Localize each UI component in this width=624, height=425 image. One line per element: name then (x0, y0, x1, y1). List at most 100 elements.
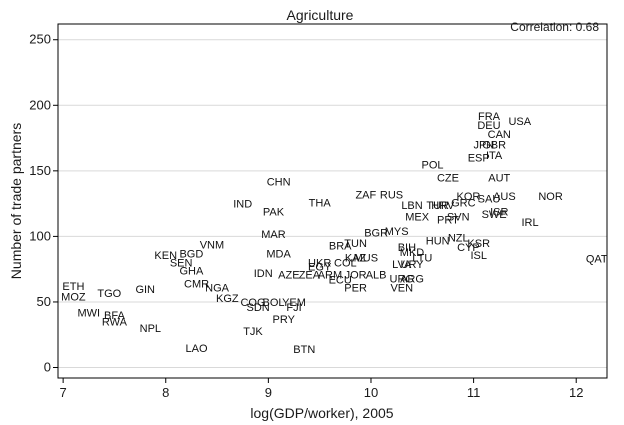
data-point-label: PRT (437, 214, 459, 226)
gridlines (58, 39, 607, 369)
data-point-label: IDN (254, 268, 273, 280)
data-point-label: KSR (467, 238, 490, 250)
data-point-label: GIN (135, 284, 155, 296)
data-point-label: EGY (308, 262, 332, 274)
chart-title: Agriculture (287, 7, 354, 23)
data-point-label: IRL (521, 217, 538, 229)
data-point-label: LVA (392, 259, 412, 271)
data-point-label: MYS (385, 226, 409, 238)
data-point-label: LTU (412, 252, 432, 264)
data-point-label: TUN (344, 238, 367, 250)
data-point-label: GHA (179, 265, 204, 277)
data-point-label: RWA (102, 317, 128, 329)
data-point-label: QAT (586, 254, 608, 266)
data-point-label: KAZ (345, 252, 367, 264)
x-tick-label: 12 (569, 385, 583, 400)
data-point-label: SWE (482, 209, 507, 221)
y-tick-label: 0 (44, 360, 51, 375)
data-point-label: SVN (447, 212, 470, 224)
data-point-label: URG (390, 273, 414, 285)
data-point-label: ZEA (299, 269, 321, 281)
data-point-label: BFA (104, 310, 125, 322)
data-point-label: NPL (140, 323, 161, 335)
data-point-label: ALB (366, 269, 387, 281)
data-point-label: COG (240, 297, 265, 309)
data-point-label: MKD (400, 247, 425, 259)
data-point-label: PER (344, 283, 367, 295)
data-point-label: ARM (318, 269, 342, 281)
data-point-label: HRV (431, 200, 455, 212)
data-point-label: BGD (179, 248, 203, 260)
data-point-label: MEX (405, 212, 430, 224)
data-point-label: URY (401, 259, 425, 271)
data-point-label: GBR (482, 140, 506, 152)
data-point-label: CYP (457, 242, 480, 254)
data-point-label: VEN (390, 283, 413, 295)
data-point-label: ZAF (355, 189, 376, 201)
data-point-label: KOR (457, 191, 481, 203)
data-point-label: LAO (186, 343, 208, 355)
x-tick-label: 9 (265, 385, 272, 400)
y-tick-label: 250 (29, 32, 51, 47)
data-point-label: PRY (273, 314, 296, 326)
data-point-label: ESP (468, 153, 490, 165)
data-point-label: USA (508, 116, 531, 128)
data-point-label: THA (309, 197, 332, 209)
data-point-label: AUT (488, 172, 510, 184)
data-point-label: BTN (293, 344, 315, 356)
data-point-label: JOR (345, 269, 367, 281)
plot-frame (57, 23, 608, 379)
data-point-label: NOR (538, 191, 563, 203)
data-point-label: YEM (282, 297, 306, 309)
x-tick-label: 8 (162, 385, 169, 400)
data-point-label: GRC (451, 197, 476, 209)
data-point-label: CMR (184, 279, 209, 291)
data-point-label: JPN (473, 140, 494, 152)
data-point-label: FRA (478, 111, 501, 123)
axis-ticks: 0 50 100 150 200 250 7 8 9 10 11 12 (29, 32, 583, 400)
data-point-label: LBN (401, 200, 422, 212)
data-point-label: BRA (329, 241, 352, 253)
data-point-label: PAK (263, 206, 285, 218)
data-point-label: ITA (486, 150, 503, 162)
data-point-label: MOZ (61, 292, 86, 304)
data-point-label: NGA (205, 283, 230, 295)
x-axis-label: log(GDP/worker), 2005 (250, 405, 393, 421)
data-point-label: COL (334, 258, 357, 270)
data-point-label: KEN (154, 250, 177, 262)
data-point-label: MDA (266, 248, 291, 260)
data-point-label: IND (233, 199, 252, 211)
data-point-label: ISR (490, 206, 508, 218)
data-point-label: NZL (448, 233, 469, 245)
data-point-label: ARG (400, 273, 424, 285)
data-point-label: AZE (278, 269, 299, 281)
data-point-label: MAR (261, 229, 286, 241)
data-point-label: CAN (488, 129, 511, 141)
correlation-annotation: Correlation: 0.68 (510, 20, 599, 34)
data-point-label: AUS (493, 191, 516, 203)
data-point-label: POL (422, 159, 444, 171)
data-point-label: ECU (329, 275, 352, 287)
data-point-label: MWI (77, 307, 100, 319)
data-point-label: HUN (426, 235, 450, 247)
x-tick-label: 11 (467, 385, 481, 400)
data-point-label: TUR (426, 200, 449, 212)
data-point-label: BOL (262, 297, 284, 309)
data-point-label: CHN (267, 176, 291, 188)
x-tick-label: 7 (60, 385, 67, 400)
y-tick-label: 200 (29, 97, 51, 112)
data-point-label: BGR (364, 227, 388, 239)
data-point-label: CZE (437, 172, 459, 184)
data-point-label: KGZ (216, 293, 239, 305)
data-point-label: SEN (170, 258, 193, 270)
y-tick-label: 50 (37, 294, 51, 309)
data-point-label: VNM (200, 239, 224, 251)
x-tick-label: 10 (364, 385, 378, 400)
y-tick-label: 150 (29, 163, 51, 178)
data-point-label: UKR (308, 258, 331, 270)
data-point-label: TJK (243, 326, 263, 338)
data-point-label: DEU (477, 120, 500, 132)
data-point-label: BIH (398, 242, 416, 254)
